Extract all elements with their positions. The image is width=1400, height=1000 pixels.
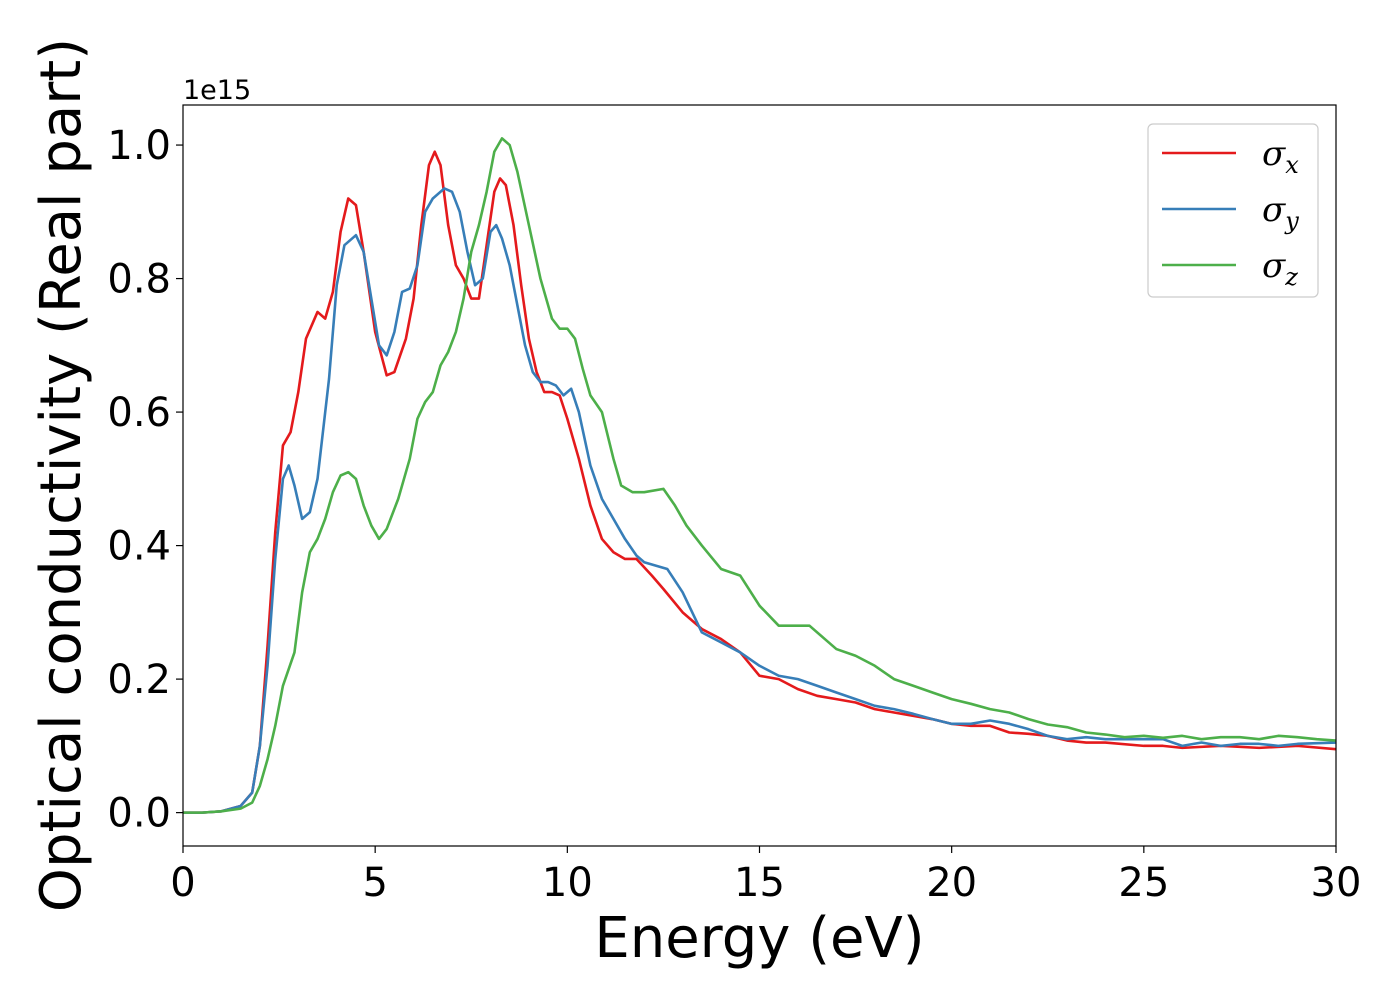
x-axis-label: Energy (eV) (594, 906, 924, 971)
y-tick-label: 0.0 (107, 791, 171, 837)
series-line-z (183, 137, 1336, 814)
y-tick-label: 0.4 (107, 524, 171, 570)
y-tick-label: 0.6 (107, 390, 171, 436)
x-tick-label: 25 (1118, 860, 1169, 906)
x-tick-label: 5 (362, 860, 387, 906)
x-axis-ticks: 0 5 10 15 20 25 30 (170, 846, 1361, 906)
x-tick-label: 10 (542, 860, 593, 906)
y-axis-label: Optical conductivity (Real part) (29, 38, 94, 912)
x-tick-label: 20 (926, 860, 977, 906)
series-layer (183, 137, 1336, 814)
y-axis-ticks: 0.0 0.2 0.4 0.6 0.8 1.0 (107, 123, 183, 837)
series-line-y (183, 187, 1336, 814)
x-tick-label: 30 (1311, 860, 1362, 906)
x-tick-label: 15 (734, 860, 785, 906)
y-tick-label: 0.8 (107, 257, 171, 303)
y-tick-label: 1.0 (107, 123, 171, 169)
y-offset-label: 1e15 (183, 75, 251, 106)
y-tick-label: 0.2 (107, 657, 171, 703)
legend-box (1147, 123, 1319, 298)
series-line-x (183, 150, 1336, 814)
x-tick-label: 0 (170, 860, 195, 906)
